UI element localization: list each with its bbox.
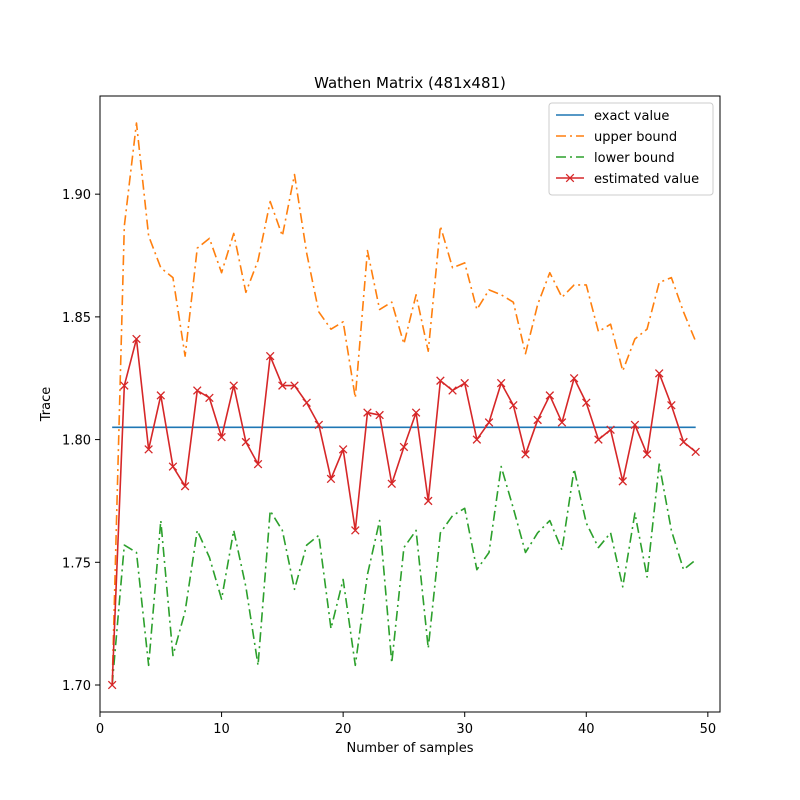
data-point-estimated-value	[691, 447, 700, 457]
legend-marker-estimated-value	[565, 173, 575, 183]
data-point-estimated-value	[533, 415, 542, 425]
data-point-estimated-value	[351, 526, 360, 535]
data-point-estimated-value	[229, 381, 238, 390]
data-point-estimated-value	[496, 378, 506, 388]
data-point-estimated-value	[290, 381, 299, 390]
legend-entry-lower-bound: lower bound	[594, 151, 675, 166]
data-point-estimated-value	[545, 391, 555, 400]
data-point-estimated-value	[144, 445, 153, 454]
x-tick-label: 50	[700, 722, 717, 737]
data-point-estimated-value	[314, 420, 324, 430]
data-point-estimated-value	[205, 393, 214, 403]
data-point-estimated-value	[594, 435, 603, 444]
data-point-estimated-value	[387, 479, 397, 489]
data-point-estimated-value	[509, 400, 518, 410]
series-line-lower-bound	[111, 463, 697, 686]
data-point-estimated-value	[448, 386, 457, 395]
legend: exact value upper bound lower bound estimat…	[548, 102, 714, 196]
data-point-estimated-value	[265, 351, 275, 361]
legend-box	[548, 102, 714, 196]
x-tick-label: 30	[456, 722, 473, 737]
y-tick-label: 1.85	[62, 311, 91, 326]
plot-area	[107, 122, 700, 690]
data-point-estimated-value	[630, 420, 640, 430]
axes-frame	[99, 95, 721, 713]
data-point-estimated-value	[618, 477, 628, 486]
data-point-estimated-value	[192, 386, 202, 395]
data-point-estimated-value	[253, 459, 263, 469]
legend-entry-exact-value: exact value	[594, 109, 669, 124]
data-point-estimated-value	[484, 418, 494, 427]
data-point-estimated-value	[120, 381, 129, 390]
data-point-estimated-value	[241, 437, 251, 447]
x-tick-label: 10	[213, 722, 230, 737]
data-point-estimated-value	[606, 425, 615, 435]
data-point-estimated-value	[521, 450, 530, 459]
y-tick-label: 1.70	[62, 679, 91, 694]
x-axis-label: Number of samples	[346, 741, 473, 756]
data-point-estimated-value	[278, 381, 287, 390]
x-tick-label: 40	[578, 722, 595, 737]
data-point-estimated-value	[582, 398, 591, 408]
y-tick-label: 1.80	[62, 434, 91, 449]
x-tick-label: 0	[96, 722, 104, 737]
data-point-estimated-value	[132, 334, 141, 344]
legend-entry-estimated-value: estimated value	[594, 172, 699, 187]
data-point-estimated-value	[399, 442, 409, 452]
data-point-estimated-value	[472, 435, 482, 444]
x-tick-label: 20	[335, 722, 352, 737]
y-tick-label: 1.90	[62, 188, 91, 203]
data-point-estimated-value	[363, 408, 372, 417]
data-point-estimated-value	[168, 462, 178, 471]
data-point-estimated-value	[411, 408, 421, 417]
data-point-estimated-value	[326, 474, 336, 484]
data-point-estimated-value	[217, 432, 226, 442]
legend-entry-upper-bound: upper bound	[594, 130, 677, 145]
data-point-estimated-value	[642, 450, 652, 459]
data-point-estimated-value	[667, 400, 676, 410]
data-point-estimated-value	[423, 496, 433, 506]
data-point-estimated-value	[107, 680, 117, 690]
data-point-estimated-value	[460, 378, 469, 388]
data-point-estimated-value	[436, 376, 445, 385]
data-point-estimated-value	[338, 445, 348, 454]
series-line-upper-bound	[111, 122, 697, 686]
chart-title: Wathen Matrix (481x481)	[314, 74, 506, 92]
data-point-estimated-value	[679, 437, 688, 447]
y-axis-label: Trace	[39, 387, 54, 423]
data-point-estimated-value	[156, 391, 166, 400]
y-axis: 1.70 1.75 1.80 1.85 1.90	[62, 188, 100, 694]
data-point-estimated-value	[569, 373, 579, 383]
data-point-estimated-value	[654, 369, 664, 378]
y-tick-label: 1.75	[62, 556, 91, 571]
data-point-estimated-value	[557, 418, 567, 427]
data-point-estimated-value	[302, 398, 311, 408]
x-axis: 0 10 20 30 40 50	[96, 712, 716, 737]
data-point-estimated-value	[180, 481, 190, 491]
data-point-estimated-value	[375, 410, 384, 420]
